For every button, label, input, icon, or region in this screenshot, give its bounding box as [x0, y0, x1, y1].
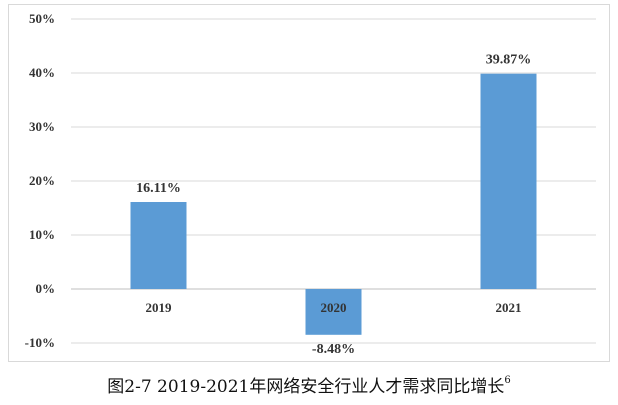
x-tick-label: 2020	[321, 300, 347, 315]
data-label: -8.48%	[312, 342, 355, 357]
bar-chart: 50% 40% 30% 20% 10% 0% -10% 2019 2020 2021 16.11…	[25, 11, 596, 357]
caption-text: 图2-7 2019-2021年网络安全行业人才需求同比增长	[107, 377, 505, 397]
figure-caption: 图2-7 2019-2021年网络安全行业人才需求同比增长6	[0, 372, 618, 397]
data-label: 39.87%	[486, 53, 532, 68]
bars	[130, 73, 537, 335]
y-tick-label: -10%	[25, 335, 55, 350]
bar	[130, 202, 187, 289]
x-tick-label: 2019	[146, 300, 173, 315]
y-tick-label: 50%	[29, 11, 55, 26]
chart-frame: 50% 40% 30% 20% 10% 0% -10% 2019 2020 2021 16.11…	[8, 4, 610, 362]
y-tick-label: 20%	[29, 173, 55, 188]
data-label: 16.11%	[136, 181, 181, 196]
y-tick-label: 10%	[29, 227, 55, 242]
x-axis-ticks: 2019 2020 2021	[146, 300, 522, 315]
bar	[480, 73, 537, 290]
caption-footnote: 6	[504, 375, 511, 387]
y-axis-ticks: 50% 40% 30% 20% 10% 0% -10%	[25, 11, 55, 350]
y-tick-label: 40%	[29, 65, 55, 80]
y-tick-label: 0%	[36, 281, 56, 296]
data-labels: 16.11% -8.48% 39.87%	[136, 53, 531, 357]
bar	[305, 289, 362, 335]
y-tick-label: 30%	[29, 119, 55, 134]
x-tick-label: 2021	[496, 300, 522, 315]
